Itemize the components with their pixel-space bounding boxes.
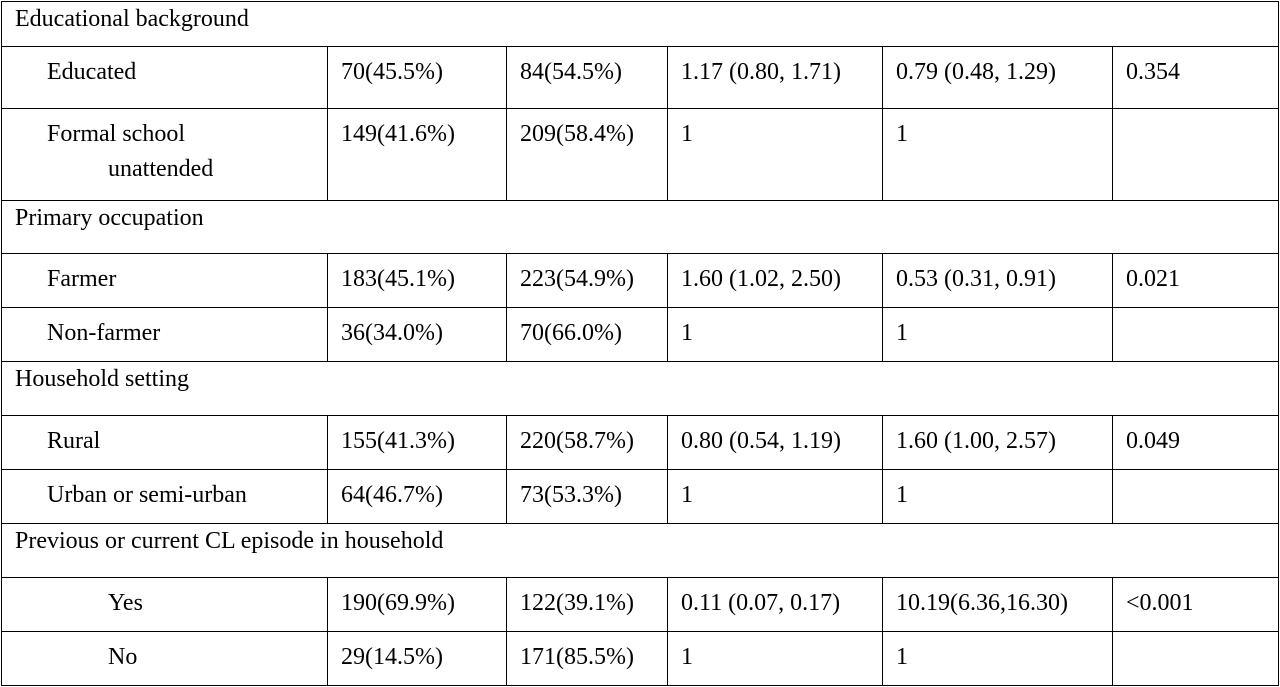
cell: 36(34.0%) — [327, 307, 507, 362]
section-row: Previous or current CL episode in househ… — [0, 523, 1280, 578]
row-label: Farmer — [1, 253, 328, 308]
label-line: Non-farmer — [47, 320, 161, 346]
data-row: Farmer 183(45.1%) 223(54.9%) 1.60 (1.02, 2.… — [1, 253, 1280, 308]
data-row: Rural 155(41.3%) 220(58.7%) 0.80 (0.54, 1.1… — [1, 415, 1280, 470]
data-row: Urban or semi-urban 64(46.7%) 73(53.3%) 1 1 — [1, 469, 1280, 524]
cell — [1111, 631, 1280, 686]
data-row: Formal school unattended 149(41.6%) 209(58.… — [1, 108, 1280, 201]
data-row: Non-farmer 36(34.0%) 70(66.0%) 1 1 — [1, 307, 1280, 362]
row-label: No — [1, 631, 328, 686]
cell — [1111, 108, 1280, 201]
section-title: Primary occupation — [0, 200, 1280, 254]
cell: 122(39.1%) — [506, 577, 668, 632]
cell: 220(58.7%) — [506, 415, 668, 470]
cell: 73(53.3%) — [506, 469, 668, 524]
cell: 1 — [667, 631, 883, 686]
row-label: Formal school unattended — [1, 108, 328, 201]
cell: 0.79 (0.48, 1.29) — [882, 46, 1113, 109]
cell: 0.021 — [1111, 253, 1280, 308]
label-line: Yes — [108, 590, 143, 616]
cell: 155(41.3%) — [327, 415, 507, 470]
row-label: Urban or semi-urban — [1, 469, 328, 524]
cell: 0.53 (0.31, 0.91) — [882, 253, 1113, 308]
cell: 29(14.5%) — [327, 631, 507, 686]
cell: 0.049 — [1111, 415, 1280, 470]
section-title: Educational background — [0, 1, 1280, 47]
cell: 1 — [667, 307, 883, 362]
cell: 1 — [882, 307, 1113, 362]
cell: 10.19(6.36,16.30) — [882, 577, 1113, 632]
data-row: No 29(14.5%) 171(85.5%) 1 1 — [1, 631, 1280, 686]
data-row: Yes 190(69.9%) 122(39.1%) 0.11 (0.07, 0.17)… — [1, 577, 1280, 632]
cell: 70(66.0%) — [506, 307, 668, 362]
cell: 0.11 (0.07, 0.17) — [667, 577, 883, 632]
cell — [1111, 307, 1280, 362]
row-label: Yes — [1, 577, 328, 632]
cell: 84(54.5%) — [506, 46, 668, 109]
cell: 1 — [882, 469, 1113, 524]
cell: 64(46.7%) — [327, 469, 507, 524]
label-line: Formal school — [47, 121, 185, 147]
section-row: Household setting — [0, 361, 1280, 416]
label-line: unattended — [108, 156, 214, 182]
section-row: Educational background — [0, 1, 1280, 47]
cell: 1.60 (1.00, 2.57) — [882, 415, 1113, 470]
label-line: Urban or semi-urban — [47, 482, 247, 508]
cell: 149(41.6%) — [327, 108, 507, 201]
row-label: Non-farmer — [1, 307, 328, 362]
cell: <0.001 — [1111, 577, 1280, 632]
cell: 1.17 (0.80, 1.71) — [667, 46, 883, 109]
data-row: Educated 70(45.5%) 84(54.5%) 1.17 (0.80, 1.… — [1, 46, 1280, 109]
row-label: Educated — [1, 46, 328, 109]
cell: 1.60 (1.02, 2.50) — [667, 253, 883, 308]
cell: 0.80 (0.54, 1.19) — [667, 415, 883, 470]
cell: 70(45.5%) — [327, 46, 507, 109]
label-line: No — [108, 644, 138, 670]
section-title: Household setting — [0, 361, 1280, 416]
cell: 209(58.4%) — [506, 108, 668, 201]
cell: 1 — [882, 108, 1113, 201]
section-title: Previous or current CL episode in househ… — [0, 523, 1280, 578]
cell: 190(69.9%) — [327, 577, 507, 632]
row-label: Rural — [1, 415, 328, 470]
cell: 1 — [667, 469, 883, 524]
cell: 183(45.1%) — [327, 253, 507, 308]
cell: 0.354 — [1111, 46, 1280, 109]
label-line: Farmer — [47, 266, 117, 292]
label-line: Rural — [47, 428, 101, 454]
section-row: Primary occupation — [0, 200, 1280, 254]
cell: 171(85.5%) — [506, 631, 668, 686]
cell: 223(54.9%) — [506, 253, 668, 308]
cell: 1 — [667, 108, 883, 201]
cell — [1111, 469, 1280, 524]
cell: 1 — [882, 631, 1113, 686]
label-line: Educated — [47, 59, 137, 85]
